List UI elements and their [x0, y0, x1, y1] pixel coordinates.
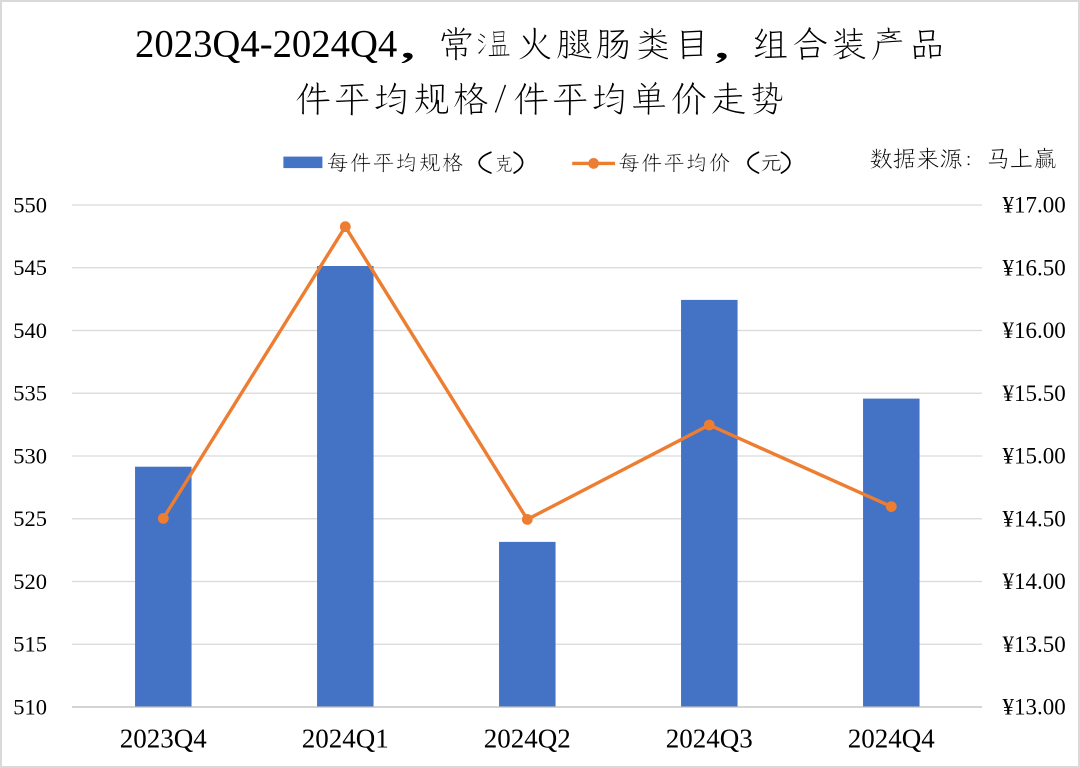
svg-text:530: 530 — [13, 443, 47, 468]
svg-text:¥13.00: ¥13.00 — [1003, 695, 1066, 720]
svg-text:545: 545 — [13, 255, 47, 280]
svg-text:540: 540 — [13, 318, 47, 343]
svg-text:2024Q3: 2024Q3 — [666, 723, 753, 753]
svg-text:2024Q1: 2024Q1 — [302, 723, 389, 753]
svg-text:¥13.50: ¥13.50 — [1003, 632, 1066, 657]
svg-text:¥16.50: ¥16.50 — [1003, 255, 1066, 280]
svg-text:550: 550 — [13, 192, 47, 217]
svg-text:¥14.50: ¥14.50 — [1003, 506, 1066, 531]
svg-text:2023Q4-2024Q4: 2023Q4-2024Q4 — [135, 24, 397, 66]
svg-text:510: 510 — [13, 694, 47, 719]
svg-text:¥17.00: ¥17.00 — [1003, 193, 1066, 218]
svg-text:2024Q2: 2024Q2 — [484, 723, 571, 753]
svg-text:535: 535 — [13, 381, 47, 406]
svg-text:525: 525 — [13, 506, 47, 531]
svg-text:2023Q4: 2023Q4 — [120, 723, 207, 753]
svg-text:515: 515 — [13, 632, 47, 657]
svg-text:2024Q4: 2024Q4 — [848, 723, 935, 753]
svg-text:¥15.50: ¥15.50 — [1003, 381, 1066, 406]
svg-text:¥14.00: ¥14.00 — [1003, 569, 1066, 594]
svg-text:520: 520 — [13, 569, 47, 594]
svg-text:¥16.00: ¥16.00 — [1003, 318, 1066, 343]
svg-text:¥15.00: ¥15.00 — [1003, 444, 1066, 469]
